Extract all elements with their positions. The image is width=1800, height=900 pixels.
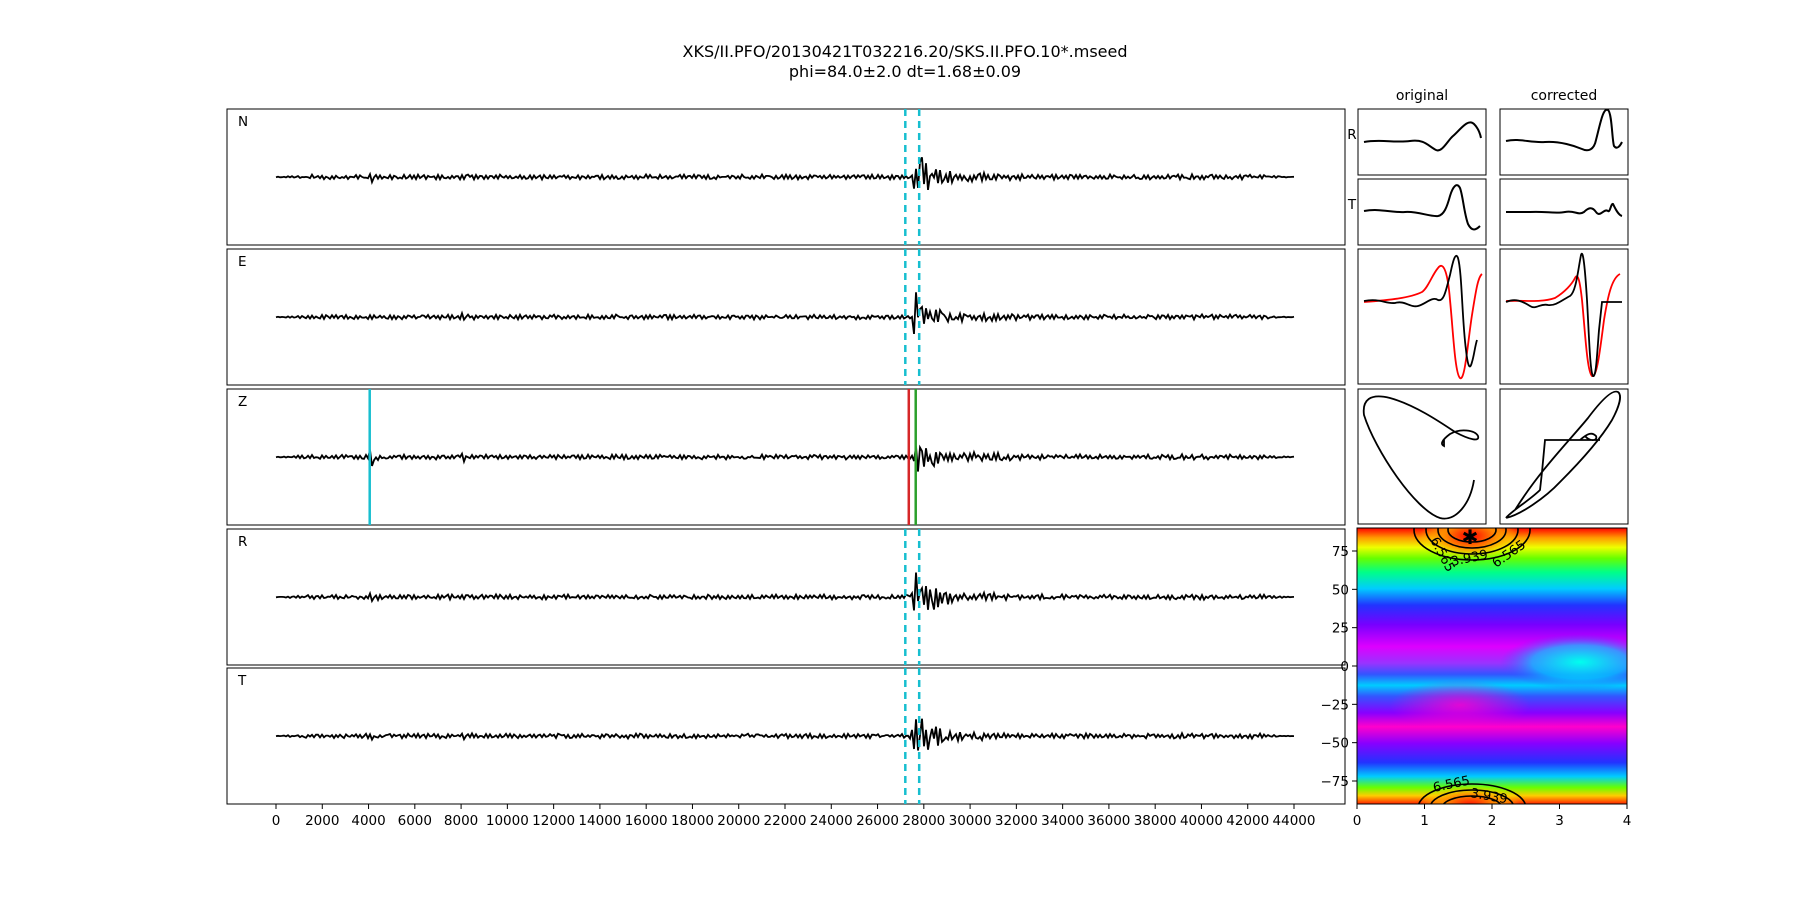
trace-label-e: E — [238, 254, 247, 270]
x-tick-label: 0 — [272, 813, 281, 829]
x-tick-label: 38000 — [1134, 813, 1177, 829]
grid-search-magenta-lobe — [1390, 680, 1530, 730]
trace-frame-t — [226, 667, 1346, 805]
x-tick-label: 26000 — [856, 813, 899, 829]
contour-lines-top — [1413, 528, 1531, 561]
trace-panel-z: Z — [226, 388, 1346, 526]
x-tick-label: 36000 — [1087, 813, 1130, 829]
contour-label-bottom-2: 3.939 — [1469, 786, 1508, 807]
x-tick-label: 2000 — [305, 813, 339, 829]
inset-cor-t-trace — [1506, 203, 1623, 217]
inset-orig-stack-black — [1363, 255, 1478, 368]
best-estimate-marker: ✱ — [1462, 525, 1479, 549]
trace-frame-r — [226, 528, 1346, 666]
x-tick-label: 40000 — [1180, 813, 1223, 829]
gs-y-tick-label: 0 — [1340, 659, 1349, 675]
gs-x-tick-label: 2 — [1488, 813, 1497, 829]
x-tick-label: 20000 — [717, 813, 760, 829]
grid-search-axes: 0 1 2 3 4 75 50 25 0 −25 −50 −75 — [1321, 544, 1632, 829]
trace-panel-t: T — [226, 667, 1346, 805]
gs-x-tick-label: 0 — [1353, 813, 1362, 829]
x-tick-label: 10000 — [486, 813, 529, 829]
gs-y-tick-label: 50 — [1332, 582, 1349, 598]
trace-panel-r: R — [226, 528, 1346, 666]
x-tick-label: 16000 — [625, 813, 668, 829]
waveform-insets — [1357, 108, 1629, 525]
x-tick-label: 24000 — [810, 813, 853, 829]
waveform-x-axis: 0 2000 4000 6000 8000 10000 12000 14000 16000 180… — [272, 804, 1316, 829]
gs-y-tick-label: −50 — [1321, 736, 1350, 752]
grid-search-max-bottom — [1420, 784, 1520, 804]
inset-column-original: original — [1396, 88, 1448, 104]
x-tick-label: 32000 — [995, 813, 1038, 829]
inset-orig-r-trace — [1363, 121, 1482, 152]
inset-cor-stack-red — [1505, 273, 1621, 377]
trace-panel-n: N — [226, 108, 1346, 246]
inset-orig-t-frame — [1357, 178, 1487, 246]
x-tick-label: 8000 — [444, 813, 478, 829]
x-tick-label: 18000 — [671, 813, 714, 829]
gs-x-tick-label: 3 — [1555, 813, 1564, 829]
grid-search-cyan-lobe — [1500, 634, 1627, 690]
gs-y-tick-label: −25 — [1321, 697, 1350, 713]
inset-cor-r-frame — [1499, 108, 1629, 176]
waveform-t — [275, 718, 1295, 751]
inset-orig-r-frame — [1357, 108, 1487, 176]
grid-search-max-top — [1420, 528, 1520, 560]
inset-orig-stack-red — [1363, 265, 1483, 379]
x-tick-label: 42000 — [1226, 813, 1269, 829]
waveform-r — [275, 572, 1295, 611]
inset-cor-stack-frame — [1499, 248, 1629, 385]
inset-cor-t-frame — [1499, 178, 1629, 246]
inset-row-label-t: T — [1347, 197, 1357, 213]
x-tick-label: 34000 — [1041, 813, 1084, 829]
inset-cor-particle-motion — [1505, 390, 1621, 519]
gs-x-tick-label: 4 — [1623, 813, 1632, 829]
inset-orig-stack-frame — [1357, 248, 1487, 385]
inset-orig-particle-frame — [1357, 388, 1487, 525]
trace-label-t: T — [237, 673, 247, 689]
inset-cor-stack-black — [1505, 252, 1622, 377]
grid-search-map: ✱ 6.565 3.939 6.565 6.565 3.939 0 1 2 3 4755… — [1321, 525, 1632, 829]
waveform-z — [275, 444, 1295, 472]
contour-lines-bottom — [1417, 783, 1527, 804]
gs-y-tick-label: −75 — [1321, 774, 1350, 790]
inset-orig-t-trace — [1363, 184, 1481, 231]
waveform-traces: N E Z R T — [226, 108, 1346, 805]
inset-cor-particle-frame — [1499, 388, 1629, 525]
waveform-e — [275, 292, 1295, 335]
trace-frame-z — [226, 388, 1346, 526]
trace-frame-e — [226, 248, 1346, 386]
x-tick-label: 22000 — [764, 813, 807, 829]
trace-label-r: R — [238, 534, 247, 550]
inset-cor-r-trace — [1505, 108, 1623, 152]
x-tick-label: 6000 — [398, 813, 432, 829]
inset-row-label-r: R — [1347, 127, 1356, 143]
trace-label-n: N — [238, 114, 248, 130]
x-tick-label: 12000 — [532, 813, 575, 829]
trace-panel-e: E — [226, 248, 1346, 386]
x-tick-label: 14000 — [578, 813, 621, 829]
inset-orig-particle-motion — [1362, 395, 1480, 520]
gs-x-tick-label: 1 — [1420, 813, 1429, 829]
waveform-n — [275, 156, 1295, 191]
x-tick-label: 4000 — [351, 813, 385, 829]
gs-y-tick-label: 25 — [1332, 621, 1349, 637]
figure-title: XKS/II.PFO/20130421T032216.20/SKS.II.PFO… — [683, 42, 1128, 61]
x-tick-label: 30000 — [949, 813, 992, 829]
inset-column-corrected: corrected — [1531, 88, 1598, 104]
trace-label-z: Z — [238, 394, 247, 410]
figure-subtitle: phi=84.0±2.0 dt=1.68±0.09 — [789, 62, 1021, 81]
gs-y-tick-label: 75 — [1332, 544, 1349, 560]
x-tick-label: 28000 — [902, 813, 945, 829]
x-tick-label: 44000 — [1273, 813, 1316, 829]
trace-frame-n — [226, 108, 1346, 246]
